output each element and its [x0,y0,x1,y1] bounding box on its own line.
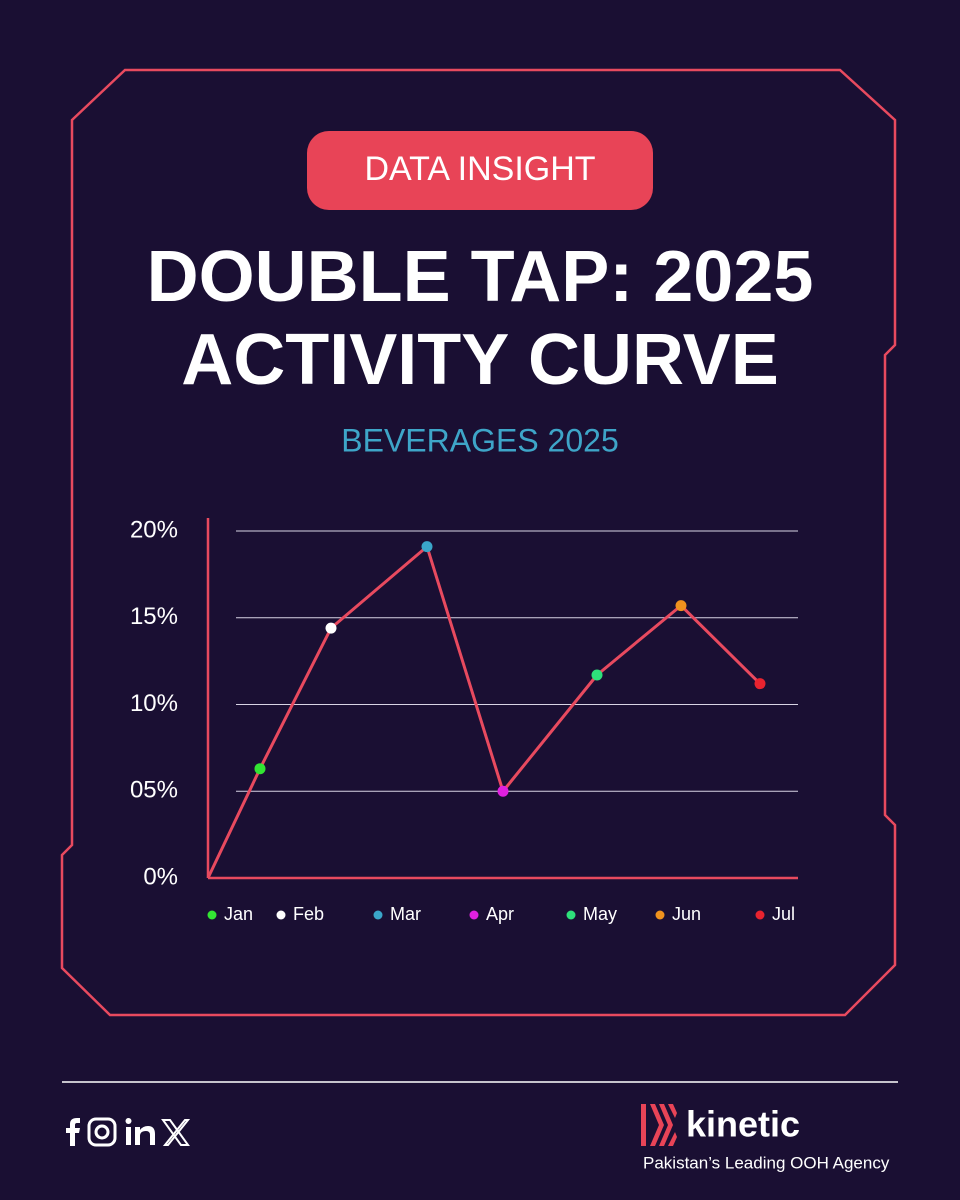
legend-label: May [583,904,617,924]
y-tick-label: 0% [143,863,178,890]
title-line: DOUBLE TAP: 2025 [147,237,814,317]
logo-mark [641,1104,677,1146]
facebook-icon [66,1118,80,1146]
data-point [254,763,266,775]
legend-dot [207,910,217,920]
data-line [206,545,762,879]
x-icon [161,1119,191,1146]
legend-dot [566,910,576,920]
data-point [754,678,766,690]
data-point [325,622,337,634]
instagram-icon [87,1117,117,1147]
brand: kinetic [686,1104,800,1145]
legend-dot [276,910,286,920]
frame [60,68,897,1017]
data-point [497,785,509,797]
y-tick-label: 15% [130,603,178,630]
y-tick-label: 20% [130,516,178,543]
legend-label: Jun [672,904,701,924]
data-point [675,600,687,612]
legend-label: Apr [486,904,514,924]
linkedin-n [135,1126,155,1145]
tagline: Pakistan’s Leading OOH Agency [643,1153,890,1172]
legend-dot [655,910,665,920]
legend-dot [755,910,765,920]
instagram-lens [94,1124,110,1140]
legend-label: Jul [772,904,795,924]
legend-label: Feb [293,904,324,924]
linkedin-dot [125,1118,132,1124]
subtitle: BEVERAGES 2025 [341,422,618,458]
badge-pill [307,131,653,210]
chart: 0% 05% 10% 15% 20% Jan Feb Mar Apr May Jun Jul [130,516,798,924]
data-point [421,541,433,553]
legend-label: Mar [390,904,421,924]
y-tick-label: 05% [130,777,178,804]
title-line: ACTIVITY CURVE [181,320,778,400]
social-icons [66,1117,191,1147]
legend-label: Jan [224,904,253,924]
legend-dot [469,910,479,920]
badge: DATA INSIGHT [364,150,595,188]
y-tick-label: 10% [130,690,178,717]
legend-dot [373,910,383,920]
data-point [591,669,603,681]
linkedin-icon [126,1127,131,1145]
kinetic-logo [641,1104,677,1146]
